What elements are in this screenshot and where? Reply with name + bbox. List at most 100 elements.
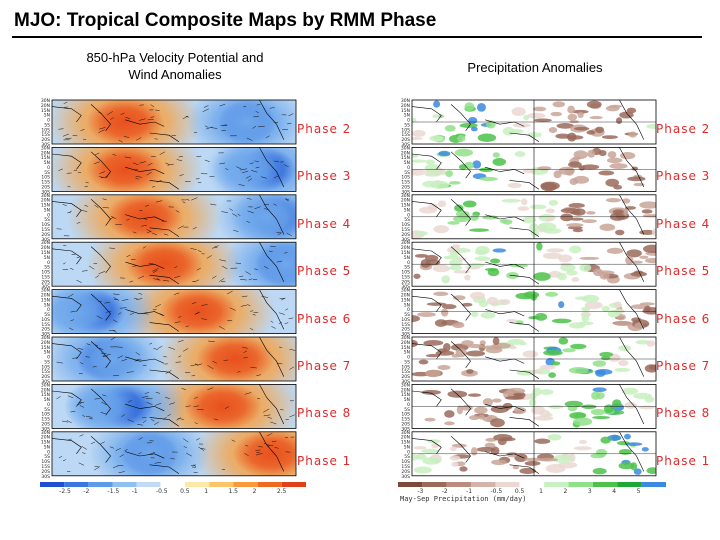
latitude-tick-label: 20S <box>41 374 50 380</box>
latitude-tick-label: 5S <box>44 265 50 271</box>
latitude-tick-label: 15S <box>41 369 50 375</box>
left-colorbar-tick: 2 <box>252 488 257 495</box>
latitude-tick-label: 20S <box>401 327 410 333</box>
latitude-tick-label: 0 <box>47 212 50 218</box>
right-colorbar-swatch <box>641 482 666 487</box>
latitude-tick-label: 30N <box>401 145 410 151</box>
latitude-tick-label: 5N <box>44 207 50 213</box>
latitude-tick-label: 30S <box>41 284 50 290</box>
right-colorbar-swatch <box>519 481 545 488</box>
latitude-tick-label: 0 <box>47 118 50 124</box>
right-colorbar-tick: 3 <box>587 488 592 495</box>
latitude-tick-label: 20N <box>401 387 410 393</box>
latitude-tick-label: 20N <box>401 150 410 156</box>
right-colorbar-swatch <box>568 482 593 487</box>
phase-label-left: Phase 2 <box>297 122 352 136</box>
phase-label-left: Phase 4 <box>297 216 352 231</box>
latitude-tick-label: 0 <box>407 118 410 124</box>
latitude-tick-label: 5N <box>404 302 410 308</box>
right-panel-title: Precipitation Anomalies <box>467 60 603 75</box>
latitude-tick-label: 15N <box>41 392 50 398</box>
velocity-potential-map <box>51 289 297 335</box>
velocity-potential-map <box>51 99 297 145</box>
phase-label-right: Phase 8 <box>656 406 711 421</box>
latitude-tick-label: 5S <box>404 454 410 460</box>
latitude-tick-label: 0 <box>47 402 50 408</box>
latitude-tick-label: 20N <box>401 340 410 346</box>
latitude-tick-label: 0 <box>407 402 410 408</box>
right-colorbar-tick: -0.5 <box>490 488 503 495</box>
right-colorbar-tick: -2 <box>441 488 448 495</box>
right-colorbar-tick: -3 <box>417 488 424 495</box>
precip-colorbar-caption: May-Sep Precipitation (mm/day) <box>400 495 527 503</box>
latitude-tick-label: 10S <box>41 175 50 181</box>
phase-label-left: Phase 1 <box>297 453 352 468</box>
latitude-tick-label: 15N <box>401 155 410 161</box>
latitude-tick-label: 15S <box>401 132 410 138</box>
latitude-tick-label: 5N <box>404 207 410 213</box>
latitude-tick-label: 10S <box>401 127 410 133</box>
velocity-potential-map <box>51 431 297 477</box>
latitude-tick-label: 15N <box>401 440 410 446</box>
latitude-tick-label: 30N <box>41 193 50 199</box>
latitude-tick-label: 30N <box>41 240 50 246</box>
latitude-tick-label: 10S <box>401 175 410 181</box>
latitude-tick-label: 15S <box>401 274 410 280</box>
latitude-tick-label: 30N <box>401 193 410 199</box>
latitude-tick-label: 20S <box>41 137 50 143</box>
latitude-tick-label: 30N <box>401 382 410 388</box>
latitude-tick-label: 5N <box>44 444 50 450</box>
latitude-tick-label: 5S <box>44 122 50 128</box>
latitude-tick-label: 0 <box>407 307 410 313</box>
latitude-tick-label: 20S <box>401 137 410 143</box>
latitude-tick-label: 30S <box>401 142 410 148</box>
left-colorbar-tick: -2 <box>83 488 90 495</box>
latitude-tick-label: 0 <box>47 307 50 313</box>
latitude-tick-label: 15N <box>41 440 50 446</box>
latitude-tick-label: 20S <box>41 185 50 191</box>
velocity-potential-map <box>51 146 297 192</box>
right-colorbar-tick: 2 <box>563 488 568 495</box>
latitude-tick-label: 10S <box>401 270 410 276</box>
latitude-tick-label: 5N <box>44 302 50 308</box>
latitude-tick-label: 10S <box>41 317 50 323</box>
latitude-tick-label: 5S <box>44 454 50 460</box>
latitude-tick-label: 0 <box>47 449 50 455</box>
page-title: MJO: Tropical Composite Maps by RMM Phas… <box>14 10 437 31</box>
velocity-potential-map <box>51 194 297 240</box>
latitude-tick-label: 0 <box>407 355 410 361</box>
latitude-tick-label: 20N <box>41 340 50 346</box>
latitude-tick-label: 15N <box>401 392 410 398</box>
latitude-tick-label: 20N <box>401 103 410 109</box>
latitude-tick-label: 15S <box>41 274 50 280</box>
right-colorbar-swatch <box>495 482 520 487</box>
phase-label-right: Phase 2 <box>656 122 711 136</box>
latitude-tick-label: 30S <box>401 284 410 290</box>
latitude-tick-label: 5S <box>404 170 410 176</box>
latitude-tick-label: 20N <box>41 198 50 204</box>
latitude-tick-label: 0 <box>47 260 50 266</box>
latitude-tick-label: 20S <box>401 374 410 380</box>
latitude-tick-label: 20N <box>41 387 50 393</box>
latitude-tick-label: 5S <box>44 359 50 365</box>
latitude-tick-label: 15S <box>41 417 50 423</box>
latitude-tick-label: 10S <box>41 222 50 228</box>
left-colorbar-swatch <box>185 482 210 487</box>
latitude-tick-label: 5N <box>404 444 410 450</box>
latitude-tick-label: 5N <box>44 255 50 261</box>
phase-label-left: Phase 6 <box>297 311 352 326</box>
precipitation-map <box>411 336 657 382</box>
latitude-tick-label: 30S <box>41 237 50 243</box>
phase-label-right: Phase 7 <box>656 359 711 373</box>
latitude-tick-label: 30S <box>41 142 50 148</box>
latitude-tick-label: 0 <box>47 355 50 361</box>
phase-label-right: Phase 6 <box>656 311 711 326</box>
latitude-tick-label: 20N <box>41 150 50 156</box>
latitude-tick-label: 15N <box>401 297 410 303</box>
latitude-tick-label: 15N <box>41 108 50 114</box>
latitude-tick-label: 20S <box>41 469 50 475</box>
right-colorbar-swatch <box>592 482 618 487</box>
latitude-tick-label: 15N <box>41 250 50 256</box>
latitude-tick-label: 20N <box>401 292 410 298</box>
